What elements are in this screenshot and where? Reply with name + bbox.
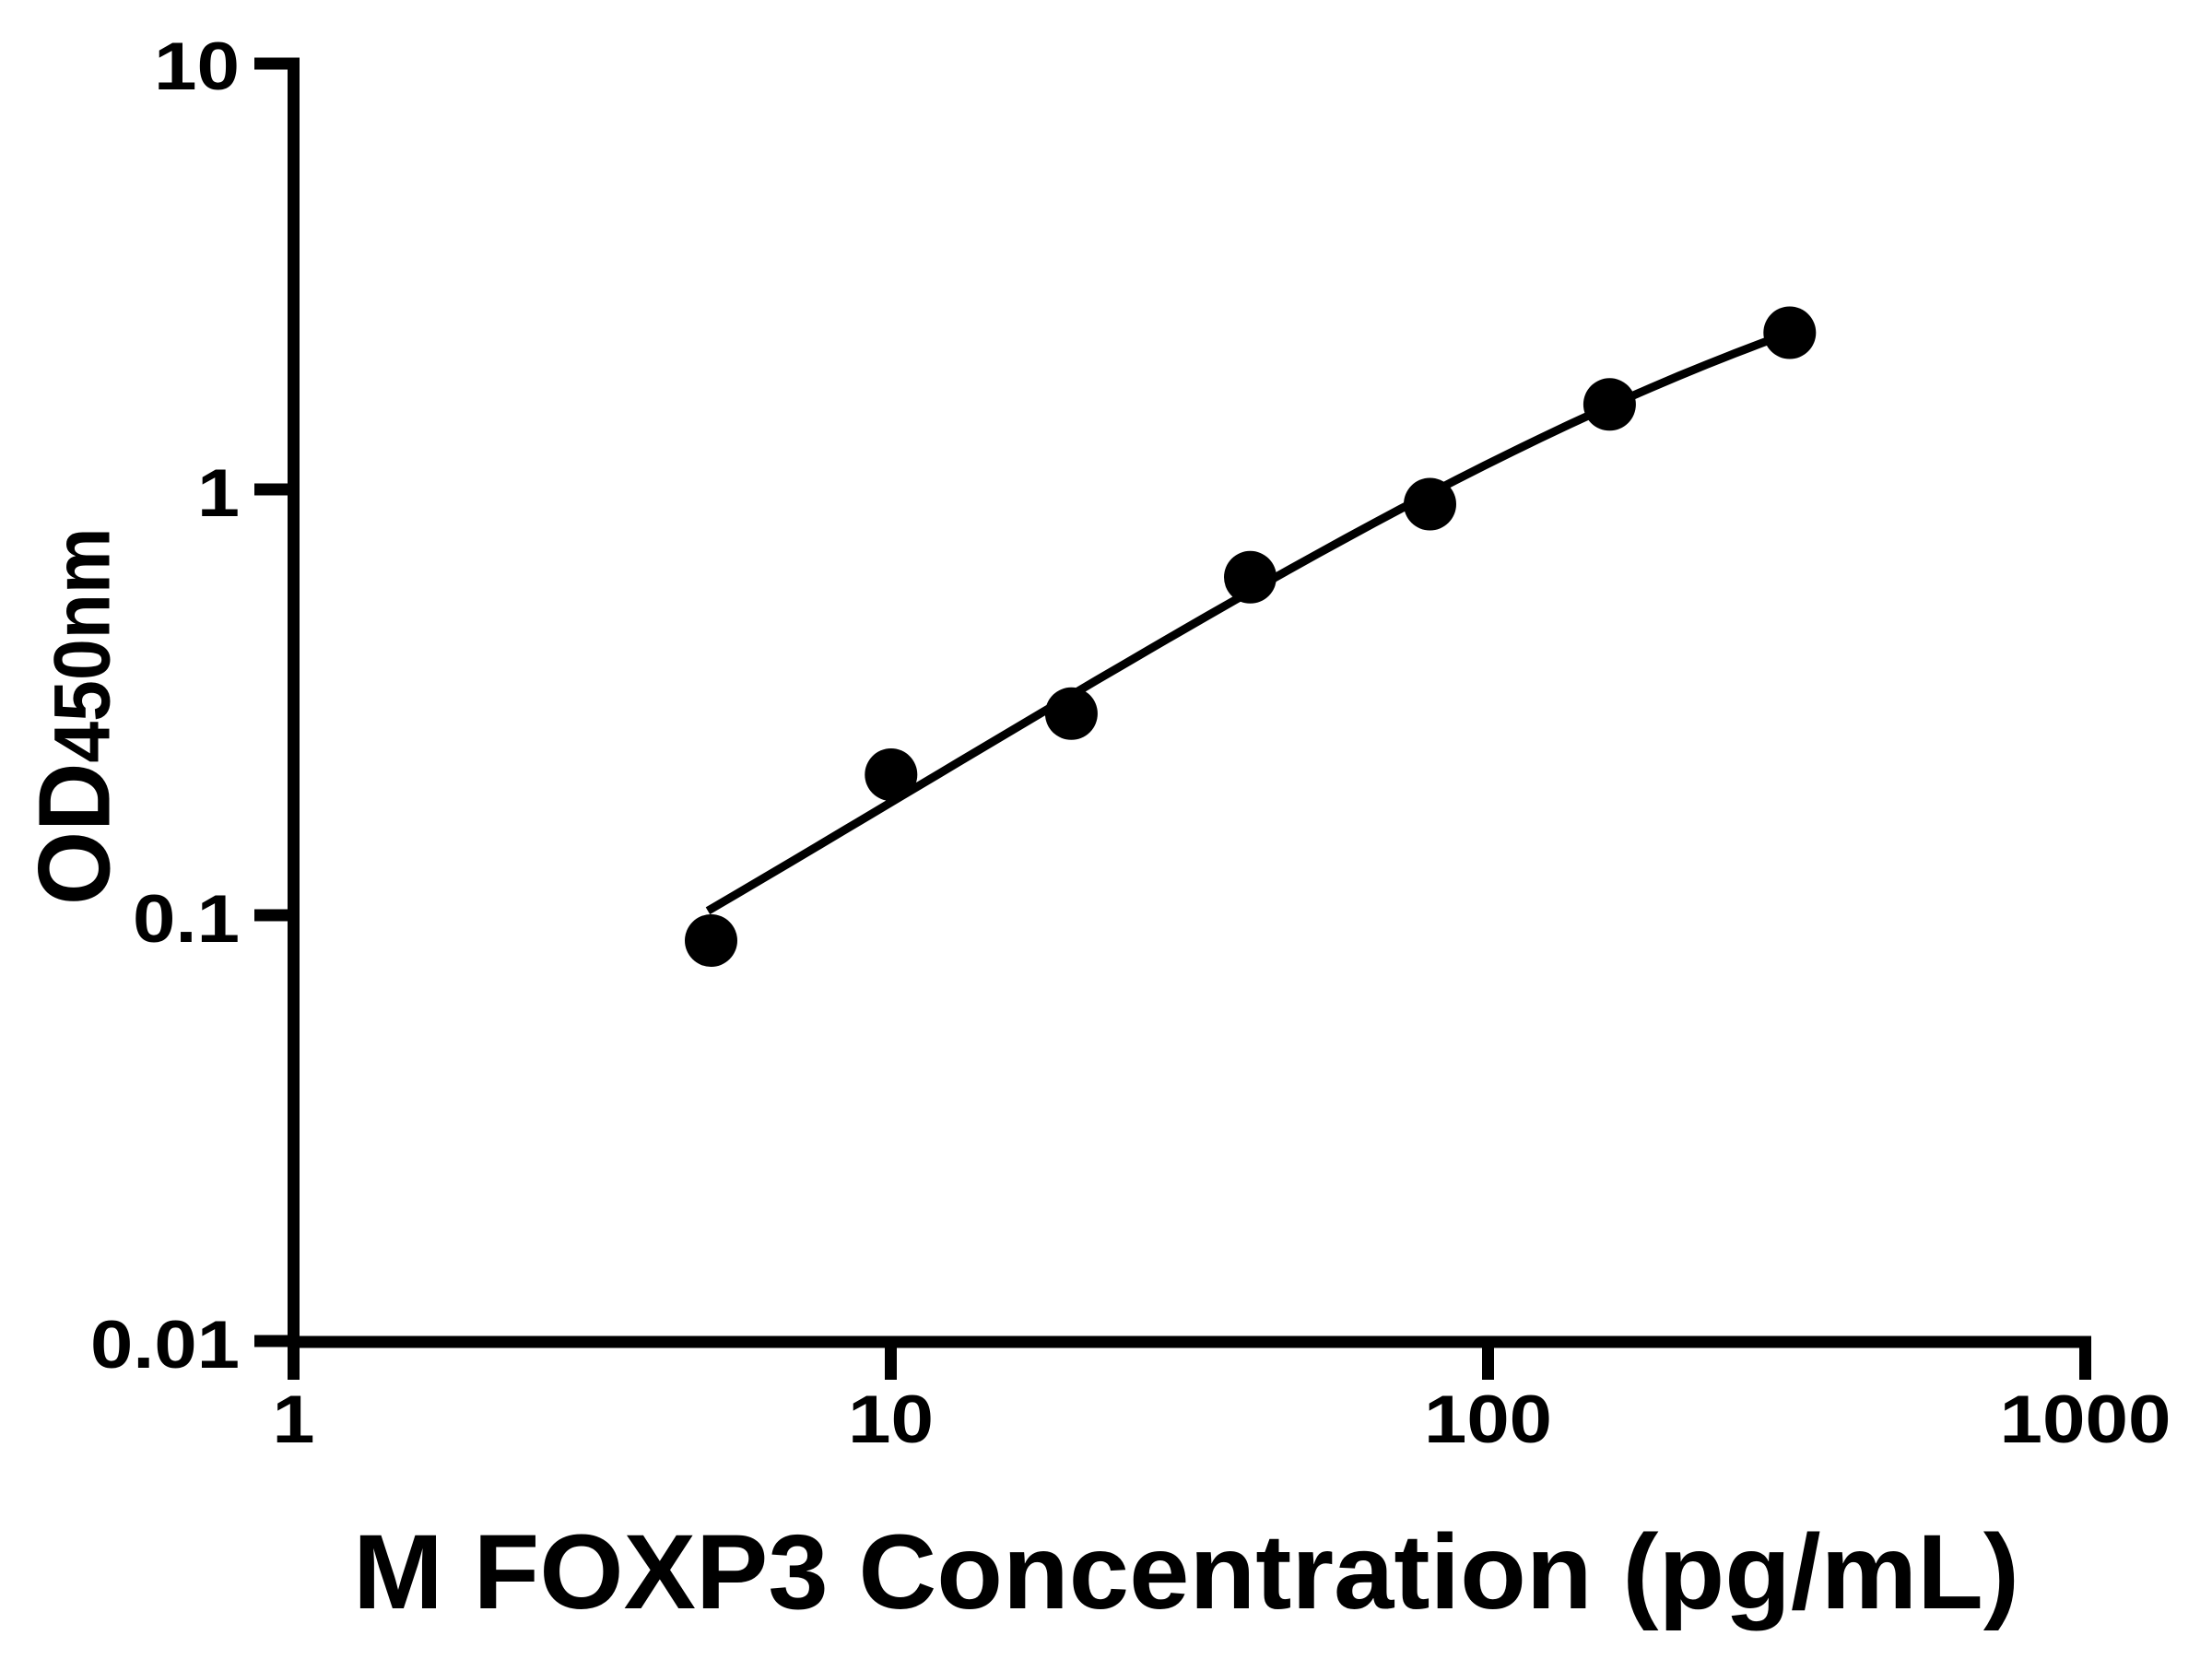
svg-text:0.1: 0.1 <box>133 882 240 957</box>
svg-text:100: 100 <box>1424 1382 1552 1457</box>
svg-text:10: 10 <box>154 29 240 104</box>
svg-text:1: 1 <box>273 1382 315 1457</box>
svg-text:10: 10 <box>848 1382 934 1457</box>
svg-text:M FOXP3 Concentration (pg/mL): M FOXP3 Concentration (pg/mL) <box>353 1513 2019 1631</box>
svg-text:1: 1 <box>197 456 240 531</box>
svg-text:0.01: 0.01 <box>90 1308 240 1382</box>
svg-text:1000: 1000 <box>2000 1382 2171 1457</box>
